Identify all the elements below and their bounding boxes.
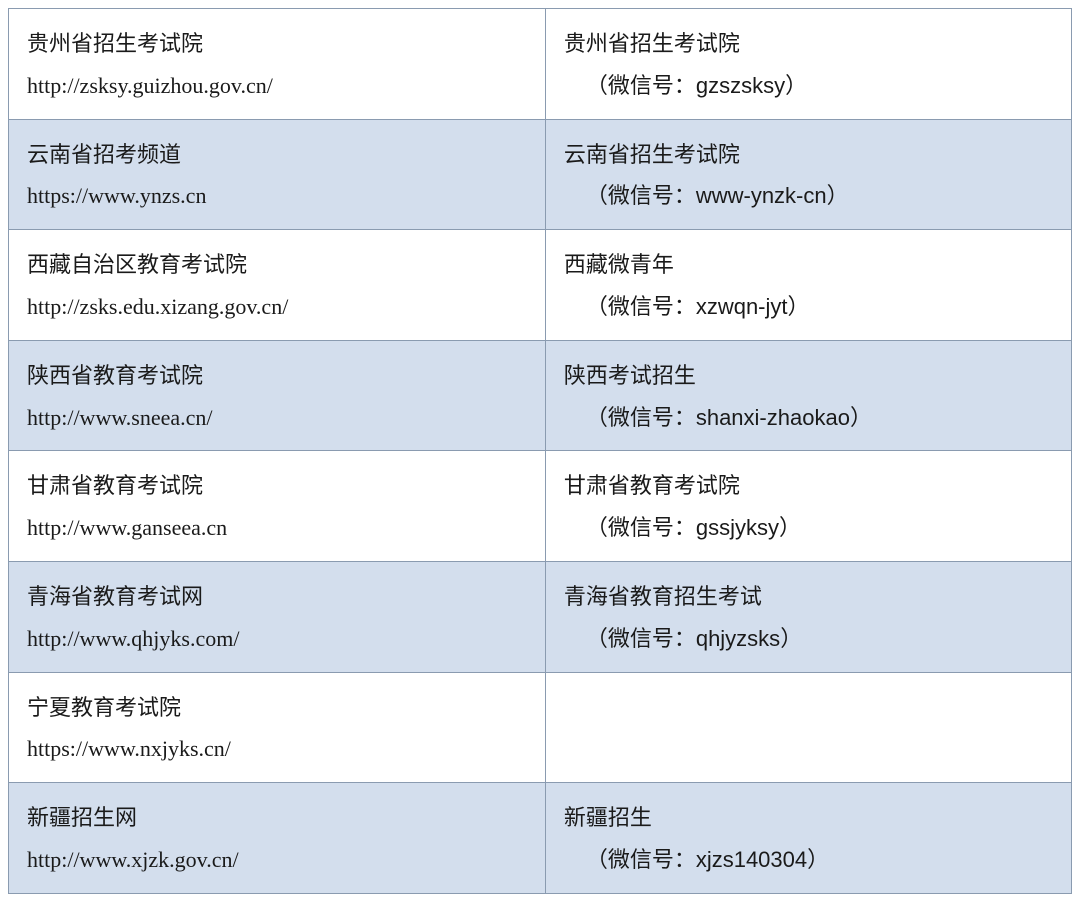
- cell-wechat: 西藏微青年 （微信号：xzwqn-jyt）: [545, 230, 1071, 341]
- cell-wechat: 陕西考试招生 （微信号：shanxi-zhaokao）: [545, 340, 1071, 451]
- site-url: http://www.ganseea.cn: [27, 507, 527, 549]
- cell-wechat: 新疆招生 （微信号：xjzs140304）: [545, 783, 1071, 894]
- cell-wechat: 贵州省招生考试院 （微信号：gzszsksy）: [545, 9, 1071, 120]
- wechat-name: 西藏微青年: [564, 244, 1053, 286]
- site-url: http://zsksy.guizhou.gov.cn/: [27, 65, 527, 107]
- wechat-line: （微信号：xjzs140304）: [564, 839, 1053, 881]
- site-name: 宁夏教育考试院: [27, 687, 527, 729]
- table-body: 贵州省招生考试院 http://zsksy.guizhou.gov.cn/ 贵州…: [9, 9, 1072, 894]
- wechat-id: xjzs140304: [696, 847, 807, 872]
- wechat-name: 新疆招生: [564, 797, 1053, 839]
- cell-site: 云南省招考频道 https://www.ynzs.cn: [9, 119, 546, 230]
- wechat-suffix: ）: [785, 73, 807, 98]
- wechat-line: （微信号：shanxi-zhaokao）: [564, 397, 1053, 439]
- site-url: https://www.nxjyks.cn/: [27, 728, 527, 770]
- cell-wechat: 甘肃省教育考试院 （微信号：gssjyksy）: [545, 451, 1071, 562]
- wechat-id: gssjyksy: [696, 515, 779, 540]
- wechat-line: （微信号：xzwqn-jyt）: [564, 286, 1053, 328]
- wechat-suffix: ）: [827, 183, 849, 208]
- table-row: 西藏自治区教育考试院 http://zsks.edu.xizang.gov.cn…: [9, 230, 1072, 341]
- wechat-id: xzwqn-jyt: [696, 294, 788, 319]
- wechat-suffix: ）: [807, 847, 829, 872]
- wechat-prefix: （微信号：: [586, 515, 696, 540]
- wechat-line: （微信号：qhjyzsks）: [564, 618, 1053, 660]
- site-url: https://www.ynzs.cn: [27, 175, 527, 217]
- cell-site: 贵州省招生考试院 http://zsksy.guizhou.gov.cn/: [9, 9, 546, 120]
- admissions-sites-table: 贵州省招生考试院 http://zsksy.guizhou.gov.cn/ 贵州…: [8, 8, 1072, 894]
- site-name: 甘肃省教育考试院: [27, 465, 527, 507]
- wechat-line: （微信号：gzszsksy）: [564, 65, 1053, 107]
- wechat-suffix: ）: [779, 515, 801, 540]
- site-url: http://zsks.edu.xizang.gov.cn/: [27, 286, 527, 328]
- site-name: 陕西省教育考试院: [27, 355, 527, 397]
- wechat-id: gzszsksy: [696, 73, 785, 98]
- table-row: 新疆招生网 http://www.xjzk.gov.cn/ 新疆招生 （微信号：…: [9, 783, 1072, 894]
- wechat-name: 云南省招生考试院: [564, 134, 1053, 176]
- table-row: 青海省教育考试网 http://www.qhjyks.com/ 青海省教育招生考…: [9, 561, 1072, 672]
- cell-site: 青海省教育考试网 http://www.qhjyks.com/: [9, 561, 546, 672]
- table-row: 甘肃省教育考试院 http://www.ganseea.cn 甘肃省教育考试院 …: [9, 451, 1072, 562]
- site-name: 西藏自治区教育考试院: [27, 244, 527, 286]
- wechat-prefix: （微信号：: [586, 183, 696, 208]
- table-row: 云南省招考频道 https://www.ynzs.cn 云南省招生考试院 （微信…: [9, 119, 1072, 230]
- table-row: 贵州省招生考试院 http://zsksy.guizhou.gov.cn/ 贵州…: [9, 9, 1072, 120]
- table-row: 陕西省教育考试院 http://www.sneea.cn/ 陕西考试招生 （微信…: [9, 340, 1072, 451]
- wechat-id: qhjyzsks: [696, 626, 780, 651]
- site-url: http://www.qhjyks.com/: [27, 618, 527, 660]
- wechat-prefix: （微信号：: [586, 847, 696, 872]
- site-name: 新疆招生网: [27, 797, 527, 839]
- cell-wechat: [545, 672, 1071, 783]
- wechat-name: 陕西考试招生: [564, 355, 1053, 397]
- cell-site: 陕西省教育考试院 http://www.sneea.cn/: [9, 340, 546, 451]
- cell-site: 新疆招生网 http://www.xjzk.gov.cn/: [9, 783, 546, 894]
- cell-site: 甘肃省教育考试院 http://www.ganseea.cn: [9, 451, 546, 562]
- cell-site: 宁夏教育考试院 https://www.nxjyks.cn/: [9, 672, 546, 783]
- wechat-name: 甘肃省教育考试院: [564, 465, 1053, 507]
- wechat-line: （微信号：www-ynzk-cn）: [564, 175, 1053, 217]
- wechat-prefix: （微信号：: [586, 73, 696, 98]
- site-name: 贵州省招生考试院: [27, 23, 527, 65]
- wechat-name: 贵州省招生考试院: [564, 23, 1053, 65]
- wechat-prefix: （微信号：: [586, 405, 696, 430]
- wechat-id: shanxi-zhaokao: [696, 405, 850, 430]
- cell-wechat: 青海省教育招生考试 （微信号：qhjyzsks）: [545, 561, 1071, 672]
- site-url: http://www.xjzk.gov.cn/: [27, 839, 527, 881]
- site-url: http://www.sneea.cn/: [27, 397, 527, 439]
- wechat-prefix: （微信号：: [586, 626, 696, 651]
- cell-wechat: 云南省招生考试院 （微信号：www-ynzk-cn）: [545, 119, 1071, 230]
- wechat-suffix: ）: [788, 294, 810, 319]
- wechat-suffix: ）: [780, 626, 802, 651]
- wechat-prefix: （微信号：: [586, 294, 696, 319]
- table-row: 宁夏教育考试院 https://www.nxjyks.cn/: [9, 672, 1072, 783]
- cell-site: 西藏自治区教育考试院 http://zsks.edu.xizang.gov.cn…: [9, 230, 546, 341]
- site-name: 云南省招考频道: [27, 134, 527, 176]
- site-name: 青海省教育考试网: [27, 576, 527, 618]
- wechat-name: 青海省教育招生考试: [564, 576, 1053, 618]
- wechat-line: （微信号：gssjyksy）: [564, 507, 1053, 549]
- wechat-id: www-ynzk-cn: [696, 183, 827, 208]
- wechat-suffix: ）: [850, 405, 872, 430]
